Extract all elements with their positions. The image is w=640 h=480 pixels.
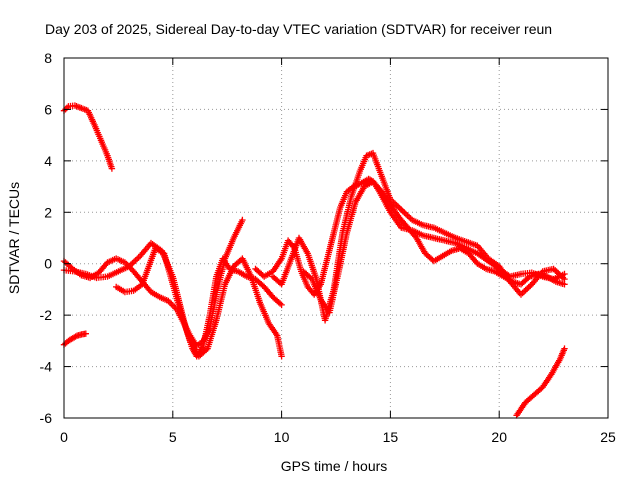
y-tick-label: 2	[44, 204, 52, 220]
data-point	[278, 301, 285, 309]
y-tick-label: 8	[44, 50, 52, 66]
x-tick-label: 15	[383, 429, 399, 445]
axis-ticks: 0 5 10 15 20 25 -6 -4 -2 0 2 4 6 8	[40, 50, 616, 445]
data-series-arc-8	[300, 178, 568, 316]
x-tick-label: 20	[491, 429, 507, 445]
data-series-arc-7	[269, 149, 568, 324]
y-tick-label: 4	[44, 153, 52, 169]
data-series-arc-2	[60, 330, 89, 348]
y-tick-label: -6	[40, 410, 53, 426]
x-axis-label: GPS time / hours	[281, 458, 388, 474]
x-tick-label: 10	[274, 429, 290, 445]
data-point	[203, 346, 210, 354]
data-marks	[60, 102, 568, 419]
plot-frame	[63, 57, 609, 419]
data-point	[561, 345, 568, 352]
y-tick-label: -4	[40, 359, 53, 375]
data-point	[561, 281, 568, 288]
data-series-arc-1	[60, 102, 116, 172]
y-axis-label: SDTVAR / TECUs	[6, 182, 22, 294]
y-tick-label: -2	[40, 307, 53, 323]
x-tick-label: 0	[60, 429, 68, 445]
data-point	[239, 216, 246, 224]
data-series-arc-9	[513, 345, 568, 419]
x-tick-label: 5	[169, 429, 177, 445]
data-point	[278, 353, 285, 360]
data-series-arc-5	[113, 245, 285, 360]
data-point	[108, 165, 116, 172]
x-tick-label: 25	[600, 429, 616, 445]
y-tick-label: 6	[44, 101, 52, 117]
data-series-arc-4	[60, 216, 246, 350]
data-point	[82, 330, 89, 337]
y-tick-label: 0	[44, 256, 52, 272]
chart-title: Day 203 of 2025, Sidereal Day-to-day VTE…	[45, 21, 552, 37]
